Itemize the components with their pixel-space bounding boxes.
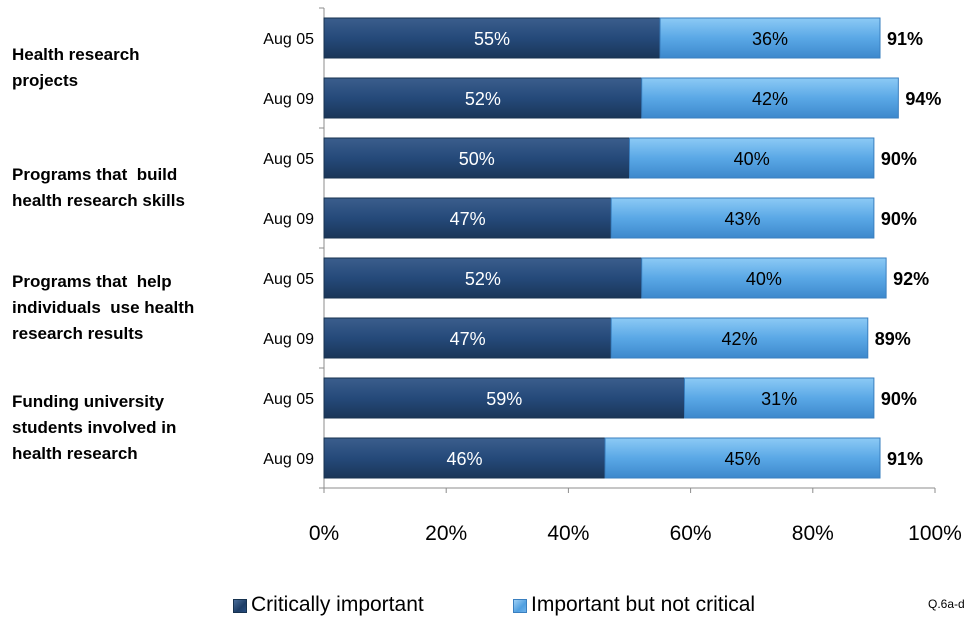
data-label-important: 40% <box>746 269 782 289</box>
data-label-critical: 59% <box>486 389 522 409</box>
bar-critically-important <box>323 197 612 239</box>
bars <box>323 17 899 479</box>
group-label-line: Programs that help <box>12 272 172 291</box>
x-tick-label: 100% <box>908 522 962 545</box>
total-label: 91% <box>887 449 923 469</box>
bar-critically-important <box>323 77 643 119</box>
bar-critically-important <box>323 17 661 59</box>
total-label: 90% <box>881 389 917 409</box>
data-label-critical: 47% <box>450 329 486 349</box>
group-label: Health research projects <box>12 42 140 94</box>
row-label: Aug 09 <box>263 211 314 228</box>
data-label-important: 42% <box>721 329 757 349</box>
data-label-important: 40% <box>734 149 770 169</box>
group-label-line: research results <box>12 324 144 343</box>
bar-critically-important <box>323 137 630 179</box>
group-label-line: health research <box>12 444 138 463</box>
data-label-critical: 46% <box>447 449 483 469</box>
row-label: Aug 09 <box>263 451 314 468</box>
x-tick-label: 60% <box>670 522 712 545</box>
question-reference: Q.6a-d <box>928 597 965 611</box>
total-label: 89% <box>875 329 911 349</box>
bar-important-not-critical <box>610 317 869 359</box>
legend-label-important: Important but not critical <box>531 593 756 616</box>
x-tick-label: 20% <box>425 522 467 545</box>
row-label: Aug 09 <box>263 91 314 108</box>
data-label-critical: 55% <box>474 29 510 49</box>
total-label: 91% <box>887 29 923 49</box>
total-label: 90% <box>881 209 917 229</box>
row-label: Aug 05 <box>263 151 314 168</box>
legend-swatch-critical <box>233 599 247 613</box>
legend-swatch-important <box>513 599 527 613</box>
bar-important-not-critical <box>641 257 887 299</box>
data-label-important: 36% <box>752 29 788 49</box>
bar-critically-important <box>323 317 612 359</box>
group-label: Programs that build health research skill… <box>12 162 185 214</box>
total-label: 94% <box>905 89 941 109</box>
data-label-critical: 47% <box>450 209 486 229</box>
data-label-critical: 50% <box>459 149 495 169</box>
bar-critically-important <box>323 377 685 419</box>
bar-important-not-critical <box>629 137 875 179</box>
x-tick-label: 40% <box>547 522 589 545</box>
bar-important-not-critical <box>641 77 899 119</box>
total-label: 92% <box>893 269 929 289</box>
row-label: Aug 05 <box>263 271 314 288</box>
labels: 0% 20% 40% 60% 80% 100% 55% 36% 91% Aug 05 52% 42% 9… <box>263 29 962 545</box>
data-label-critical: 52% <box>465 269 501 289</box>
group-label-line: projects <box>12 71 79 90</box>
group-label-line: Funding university <box>12 392 165 411</box>
bar-important-not-critical <box>659 17 881 59</box>
data-label-critical: 52% <box>465 89 501 109</box>
row-label: Aug 09 <box>263 331 314 348</box>
x-tick-label: 80% <box>792 522 834 545</box>
bar-important-not-critical <box>683 377 875 419</box>
row-label: Aug 05 <box>263 391 314 408</box>
group-label: Programs that help individuals use health… <box>12 269 194 347</box>
data-label-important: 31% <box>761 389 797 409</box>
legend-label-critical: Critically important <box>251 593 424 616</box>
group-label-line: Health research <box>12 45 140 64</box>
group-label: Funding university students involved in he… <box>12 389 176 467</box>
bar-critically-important <box>323 257 643 299</box>
data-label-important: 43% <box>725 209 761 229</box>
data-label-important: 42% <box>752 89 788 109</box>
group-label-line: Programs that build <box>12 165 178 184</box>
bar-important-not-critical <box>604 437 881 479</box>
x-tick-label: 0% <box>309 522 339 545</box>
bar-important-not-critical <box>610 197 875 239</box>
row-label: Aug 05 <box>263 31 314 48</box>
data-label-important: 45% <box>725 449 761 469</box>
bar-critically-important <box>323 437 606 479</box>
group-label-line: students involved in <box>12 418 177 437</box>
total-label: 90% <box>881 149 917 169</box>
group-label-line: individuals use health <box>12 298 195 317</box>
group-label-line: health research skills <box>12 191 185 210</box>
